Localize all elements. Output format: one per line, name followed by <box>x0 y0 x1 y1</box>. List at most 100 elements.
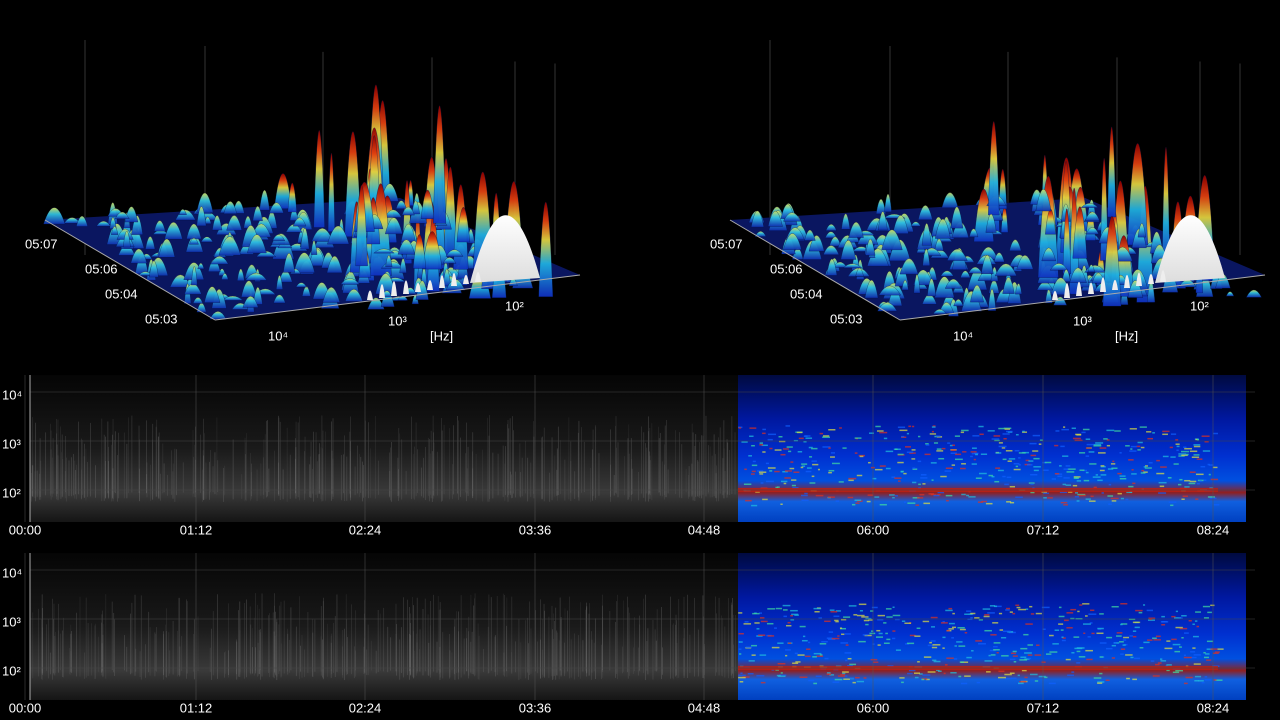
texture <box>1001 655 1009 657</box>
texture <box>828 469 835 472</box>
texture <box>956 641 963 643</box>
texture <box>818 617 823 619</box>
texture <box>1214 651 1220 653</box>
texture <box>1119 641 1124 643</box>
waterfall-panel: 05:07 05:06 05:04 05:03 10⁴ 10³ 10² [Hz] <box>25 40 581 343</box>
texture <box>899 429 908 432</box>
texture <box>883 622 887 624</box>
texture <box>1061 639 1066 642</box>
texture <box>930 616 938 619</box>
texture <box>907 502 916 504</box>
texture <box>901 681 904 684</box>
texture <box>769 447 773 450</box>
texture <box>868 619 873 621</box>
texture <box>941 447 946 450</box>
spectral-peak <box>921 223 932 246</box>
texture <box>1148 462 1153 464</box>
texture <box>1207 611 1212 614</box>
texture <box>858 603 867 606</box>
texture <box>1139 426 1147 428</box>
texture <box>745 499 752 502</box>
texture <box>894 495 898 497</box>
texture <box>1181 615 1187 617</box>
texture <box>948 628 954 630</box>
texture <box>942 636 946 639</box>
texture <box>999 629 1004 631</box>
spectral-peak <box>204 286 221 303</box>
texture <box>944 470 952 472</box>
freq-tick-label: 10² <box>1190 298 1209 313</box>
spectral-peak <box>1127 143 1149 246</box>
texture <box>1171 615 1176 618</box>
texture <box>760 681 766 684</box>
texture <box>951 626 957 629</box>
texture <box>866 500 871 503</box>
texture <box>1177 483 1182 486</box>
texture <box>758 471 767 473</box>
texture <box>839 427 842 429</box>
texture <box>782 609 788 611</box>
texture <box>834 678 843 681</box>
texture <box>1042 497 1047 499</box>
texture <box>911 449 916 451</box>
texture <box>1093 443 1102 446</box>
spectral-peak <box>269 202 284 214</box>
texture <box>840 673 846 676</box>
texture <box>839 627 843 629</box>
texture <box>848 477 857 480</box>
plots: 05:0705:0605:0405:0310⁴10³10²[Hz]05:0705… <box>2 40 1266 715</box>
texture <box>758 634 766 636</box>
texture <box>968 496 976 498</box>
texture <box>945 494 953 497</box>
texture <box>1175 439 1179 441</box>
texture <box>1082 603 1090 605</box>
spectral-peak <box>433 105 447 224</box>
texture <box>897 426 906 429</box>
texture <box>892 630 896 632</box>
texture <box>936 669 940 672</box>
texture <box>1082 428 1090 431</box>
texture <box>826 672 831 674</box>
texture <box>1017 674 1020 677</box>
spectral-peak <box>245 272 268 281</box>
texture <box>1202 605 1210 608</box>
texture <box>1210 648 1218 650</box>
texture <box>1085 615 1088 617</box>
texture <box>801 639 808 642</box>
texture <box>1020 647 1028 650</box>
spectral-peak <box>826 258 838 276</box>
texture <box>998 670 1005 673</box>
texture <box>1009 485 1016 488</box>
texture <box>842 447 847 449</box>
spectral-peak <box>970 285 984 303</box>
texture <box>998 427 1005 430</box>
spectral-peak <box>153 220 166 232</box>
spectral-peak <box>841 213 851 230</box>
texture <box>1101 492 1104 494</box>
spectral-peak <box>1085 227 1100 235</box>
texture <box>920 477 928 479</box>
texture <box>1025 608 1029 610</box>
texture <box>744 468 747 471</box>
texture <box>752 460 756 463</box>
texture <box>1029 605 1033 608</box>
texture <box>1170 433 1177 435</box>
spectral-peak <box>385 217 403 235</box>
texture <box>795 661 801 663</box>
texture <box>979 472 987 475</box>
texture <box>808 446 813 449</box>
texture <box>904 446 911 448</box>
texture <box>1018 608 1026 611</box>
texture <box>993 435 1001 437</box>
texture <box>863 619 870 622</box>
texture <box>961 463 966 465</box>
texture <box>894 477 902 479</box>
texture <box>811 460 817 462</box>
texture <box>864 634 872 637</box>
spectral-peak <box>273 294 286 304</box>
texture <box>1129 635 1134 637</box>
texture <box>1048 682 1056 685</box>
texture <box>785 425 791 427</box>
texture <box>990 634 997 636</box>
x-tick-label: 06:00 <box>857 700 890 715</box>
